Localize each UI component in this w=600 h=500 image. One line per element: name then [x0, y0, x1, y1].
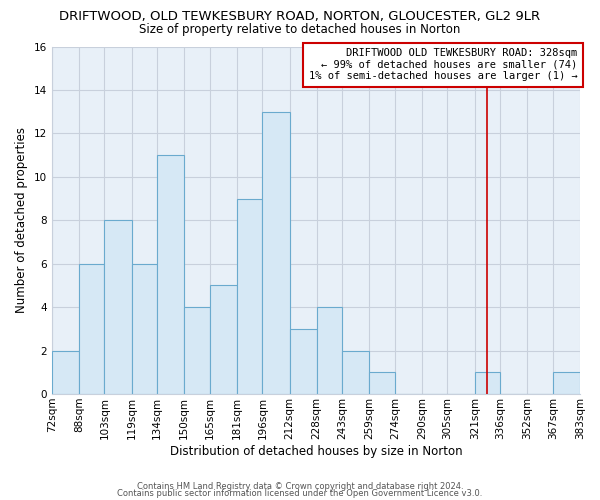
- Bar: [290, 329, 317, 394]
- Bar: [317, 307, 342, 394]
- Bar: [342, 350, 370, 394]
- X-axis label: Distribution of detached houses by size in Norton: Distribution of detached houses by size …: [170, 444, 462, 458]
- Bar: [262, 112, 290, 394]
- Bar: [209, 286, 237, 394]
- Bar: [157, 155, 184, 394]
- Bar: [184, 307, 209, 394]
- Bar: [104, 220, 131, 394]
- Bar: [79, 264, 104, 394]
- Bar: [370, 372, 395, 394]
- Bar: [131, 264, 157, 394]
- Bar: [553, 372, 580, 394]
- Text: Contains public sector information licensed under the Open Government Licence v3: Contains public sector information licen…: [118, 490, 482, 498]
- Text: Size of property relative to detached houses in Norton: Size of property relative to detached ho…: [139, 22, 461, 36]
- Bar: [237, 198, 262, 394]
- Text: Contains HM Land Registry data © Crown copyright and database right 2024.: Contains HM Land Registry data © Crown c…: [137, 482, 463, 491]
- Text: DRIFTWOOD OLD TEWKESBURY ROAD: 328sqm
← 99% of detached houses are smaller (74)
: DRIFTWOOD OLD TEWKESBURY ROAD: 328sqm ← …: [308, 48, 577, 82]
- Text: DRIFTWOOD, OLD TEWKESBURY ROAD, NORTON, GLOUCESTER, GL2 9LR: DRIFTWOOD, OLD TEWKESBURY ROAD, NORTON, …: [59, 10, 541, 23]
- Bar: [52, 350, 79, 394]
- Bar: [475, 372, 500, 394]
- Y-axis label: Number of detached properties: Number of detached properties: [15, 128, 28, 314]
